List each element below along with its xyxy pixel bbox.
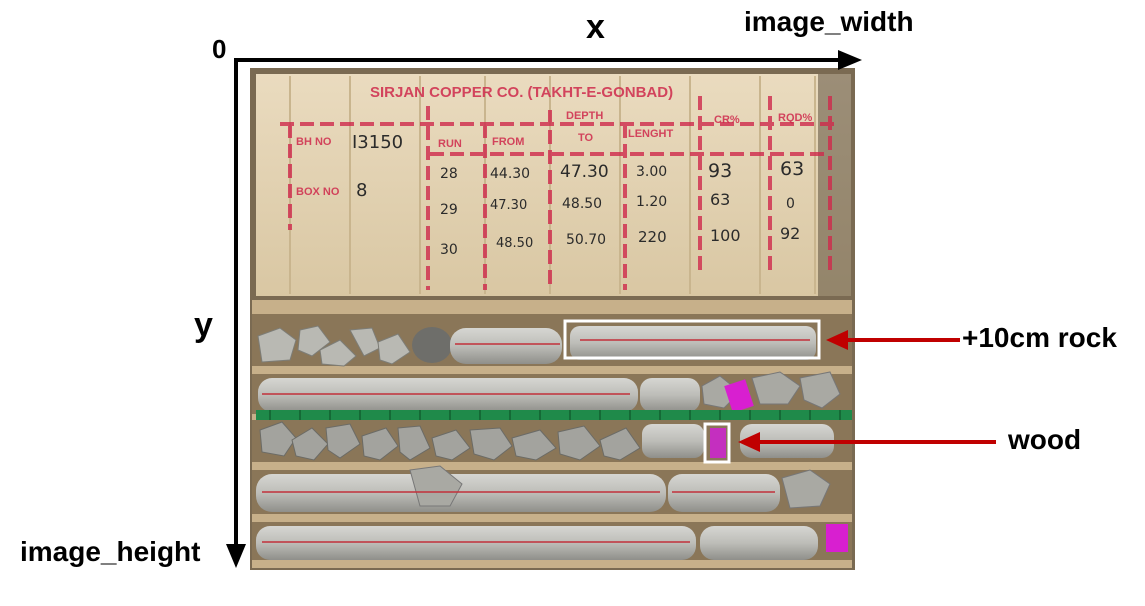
core-row-5 bbox=[256, 524, 848, 560]
lid-header-to: TO bbox=[578, 132, 594, 144]
lid-cell: 63 bbox=[710, 190, 731, 209]
y-axis-label: y bbox=[194, 306, 213, 344]
axis-origin-label: 0 bbox=[212, 34, 227, 64]
lid-cell: 48.50 bbox=[496, 236, 534, 251]
box-lid bbox=[256, 74, 851, 296]
core-row-3 bbox=[259, 421, 834, 461]
lid-bh-no-label: BH NO bbox=[296, 136, 332, 148]
lid-cell: 92 bbox=[780, 224, 801, 243]
lid-header-from: FROM bbox=[492, 136, 525, 148]
lid-cell: 48.50 bbox=[562, 196, 603, 212]
magenta-marker bbox=[724, 379, 754, 413]
lid-cell: 29 bbox=[440, 202, 458, 218]
image-width-label: image_width bbox=[744, 6, 914, 37]
lid-box-no-label: BOX NO bbox=[296, 186, 340, 198]
lid-cell: 50.70 bbox=[566, 232, 607, 248]
core-row-1 bbox=[257, 325, 816, 367]
lid-bh-no-value: I3150 bbox=[352, 132, 404, 153]
image-height-label: image_height bbox=[20, 536, 201, 567]
lid-cell: 93 bbox=[708, 160, 733, 182]
x-axis-arrow bbox=[236, 50, 862, 70]
rock-arrow bbox=[826, 330, 960, 350]
lid-cell: 0 bbox=[786, 196, 795, 212]
lid-cell: 100 bbox=[710, 226, 741, 245]
lid-depth-label: DEPTH bbox=[566, 110, 604, 122]
lid-cell: 1.20 bbox=[636, 194, 668, 210]
lid-shadow bbox=[818, 74, 851, 296]
wood-annotation-label: wood bbox=[1008, 424, 1082, 455]
wood-arrow bbox=[738, 432, 996, 452]
core-row-2 bbox=[258, 371, 841, 413]
lid-painted-grid bbox=[280, 96, 835, 290]
lid-cell: 63 bbox=[780, 158, 805, 180]
lid-cell: 44.30 bbox=[490, 166, 531, 182]
lid-cell: 28 bbox=[440, 166, 458, 182]
tape-ticks bbox=[269, 410, 841, 420]
y-axis-arrow bbox=[226, 58, 246, 568]
rock-annotation-label: +10cm rock bbox=[962, 322, 1117, 353]
core-row-4 bbox=[256, 465, 831, 512]
magenta-marker-bottom bbox=[826, 524, 848, 552]
lid-cell: 47.30 bbox=[490, 198, 528, 213]
x-axis-label: x bbox=[586, 8, 605, 46]
lid-header-cr: CR% bbox=[714, 114, 740, 126]
tray-dividers bbox=[252, 300, 852, 568]
lid-company-name: SIRJAN COPPER CO. (TAKHT-E-GONBAD) bbox=[370, 84, 674, 101]
wood-piece bbox=[710, 428, 726, 458]
lid-header-length: LENGHT bbox=[628, 128, 674, 140]
lid-header-run: RUN bbox=[438, 138, 462, 150]
measuring-tape bbox=[256, 410, 852, 420]
lid-cell: 47.30 bbox=[560, 162, 609, 182]
lid-cell: 220 bbox=[638, 228, 667, 246]
lid-cell: 30 bbox=[440, 242, 458, 258]
wood-highlight-box bbox=[703, 422, 731, 464]
rock-highlight-box bbox=[563, 319, 821, 360]
lid-box-no-value: 8 bbox=[356, 180, 368, 201]
lid-header-rqd: RQD% bbox=[778, 112, 813, 124]
lid-cell: 3.00 bbox=[636, 164, 668, 180]
